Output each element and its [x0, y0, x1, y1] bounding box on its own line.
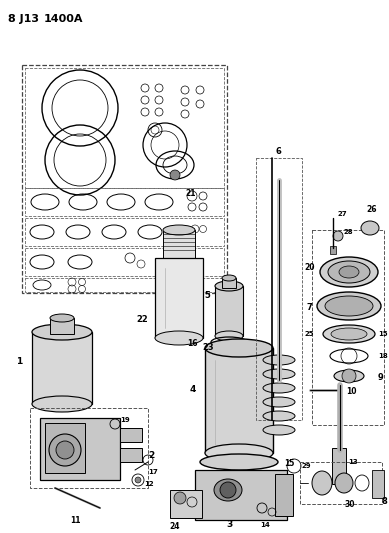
Bar [215, 286, 243, 336]
Ellipse shape [323, 325, 375, 343]
Ellipse shape [205, 444, 273, 462]
Text: 20: 20 [305, 263, 315, 272]
Bar [25, 188, 224, 216]
Text: 27: 27 [338, 211, 348, 217]
Text: 26: 26 [367, 205, 377, 214]
Bar [22, 65, 227, 293]
Circle shape [49, 434, 81, 466]
Bar [300, 462, 382, 504]
Bar [205, 348, 273, 453]
Text: 1: 1 [16, 358, 22, 367]
Text: 9: 9 [378, 374, 384, 383]
Text: 11: 11 [70, 516, 80, 525]
Bar [40, 418, 120, 480]
Bar [256, 158, 302, 420]
Bar [155, 258, 203, 338]
Ellipse shape [334, 370, 364, 382]
Text: 5: 5 [204, 292, 210, 301]
Bar [372, 470, 384, 498]
Ellipse shape [339, 266, 359, 278]
Circle shape [170, 170, 180, 180]
Ellipse shape [155, 331, 203, 345]
Text: 21: 21 [185, 189, 196, 198]
Text: 8: 8 [382, 497, 388, 506]
Bar [120, 448, 142, 462]
Ellipse shape [215, 331, 243, 341]
Text: 15: 15 [284, 458, 294, 467]
Text: 28: 28 [344, 229, 354, 235]
Circle shape [135, 477, 141, 483]
Ellipse shape [214, 479, 242, 501]
Text: 8 J13: 8 J13 [8, 14, 39, 24]
Ellipse shape [325, 296, 373, 316]
Circle shape [220, 482, 236, 498]
Text: 14: 14 [260, 522, 270, 528]
Text: 25: 25 [305, 331, 314, 337]
Ellipse shape [263, 425, 295, 435]
Bar [195, 470, 287, 520]
Ellipse shape [263, 383, 295, 393]
Text: 10: 10 [346, 387, 356, 397]
Ellipse shape [331, 328, 367, 340]
Ellipse shape [263, 397, 295, 407]
Ellipse shape [205, 339, 273, 357]
Ellipse shape [222, 275, 236, 281]
Circle shape [342, 369, 356, 383]
Bar [312, 230, 384, 425]
Text: 30: 30 [345, 500, 355, 509]
Ellipse shape [200, 454, 278, 470]
Ellipse shape [320, 257, 378, 287]
Ellipse shape [263, 355, 295, 365]
Circle shape [333, 231, 343, 241]
Ellipse shape [163, 225, 195, 235]
Text: 19: 19 [120, 417, 130, 423]
Bar [25, 68, 224, 188]
Bar [25, 278, 224, 292]
Ellipse shape [32, 324, 92, 340]
Bar [50, 318, 74, 334]
Ellipse shape [312, 471, 332, 495]
Bar [163, 230, 195, 258]
Ellipse shape [263, 369, 295, 379]
Bar [30, 408, 148, 488]
Bar [25, 248, 224, 276]
Bar [25, 218, 224, 246]
Text: 17: 17 [148, 469, 158, 475]
Text: 3: 3 [227, 520, 233, 529]
Ellipse shape [317, 292, 381, 320]
Ellipse shape [215, 281, 243, 291]
Ellipse shape [361, 221, 379, 235]
Bar [330, 246, 336, 254]
Bar [170, 490, 202, 518]
Bar [275, 474, 293, 516]
Text: 16: 16 [187, 340, 198, 349]
Text: 23: 23 [202, 343, 214, 352]
Text: 29: 29 [302, 463, 312, 469]
Bar [332, 448, 346, 484]
Ellipse shape [263, 411, 295, 421]
Bar [45, 423, 85, 473]
Text: 6: 6 [276, 148, 282, 157]
Text: 7: 7 [306, 303, 312, 312]
Ellipse shape [32, 396, 92, 412]
Text: 22: 22 [136, 316, 148, 325]
Text: 2: 2 [148, 451, 154, 461]
Ellipse shape [328, 261, 370, 283]
Text: 15: 15 [378, 331, 387, 337]
Bar [222, 278, 236, 288]
Ellipse shape [335, 473, 353, 493]
Bar [120, 428, 142, 442]
Bar [32, 332, 92, 404]
Ellipse shape [50, 314, 74, 322]
Circle shape [174, 492, 186, 504]
Circle shape [56, 441, 74, 459]
Text: 24: 24 [170, 522, 180, 531]
Text: 18: 18 [378, 353, 388, 359]
Text: 13: 13 [348, 459, 358, 465]
Text: 4: 4 [189, 385, 196, 394]
Text: 1400A: 1400A [44, 14, 84, 24]
Text: 12: 12 [144, 481, 154, 487]
